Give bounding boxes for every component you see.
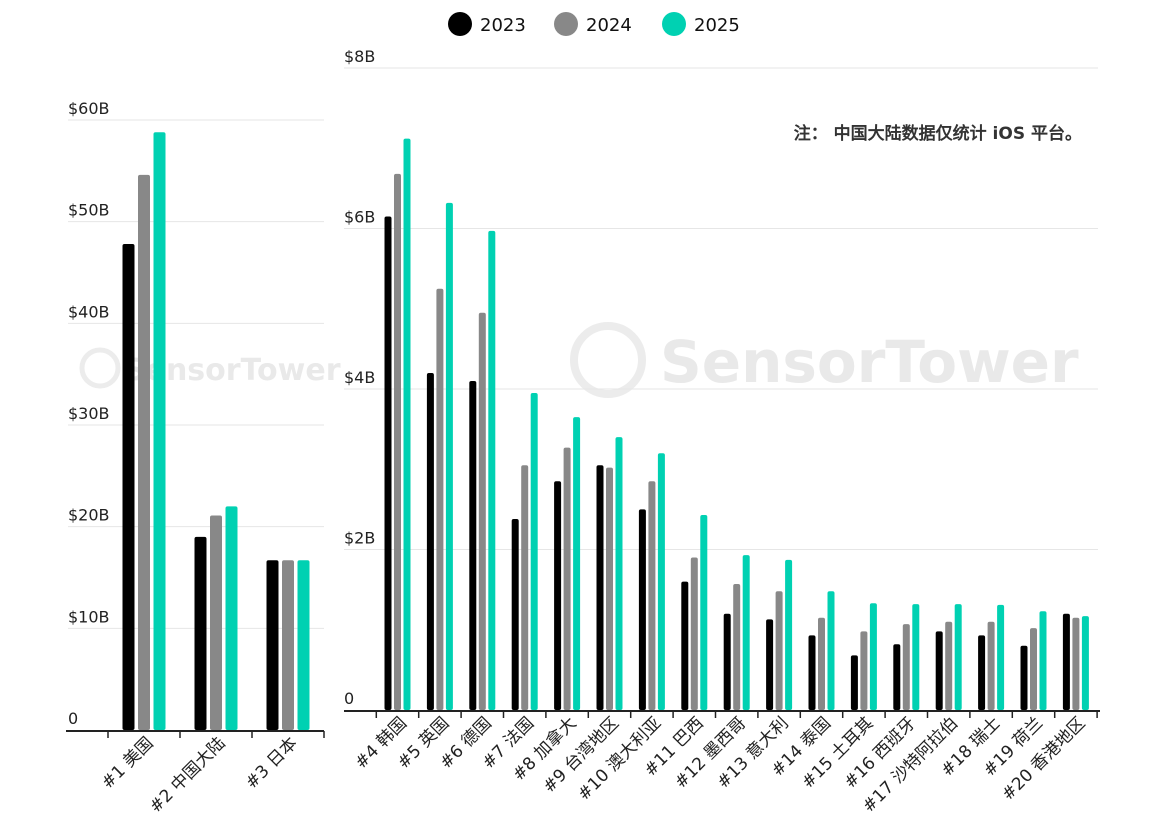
legend-swatch-2025	[662, 12, 686, 36]
bar-2023	[596, 465, 604, 710]
bar-2023	[766, 619, 774, 710]
bar-2024	[563, 447, 571, 710]
y-tick-label: $30B	[68, 404, 110, 423]
legend-label-2025: 2025	[694, 15, 740, 36]
bar-2024	[606, 467, 613, 710]
legend-label-2023: 2023	[480, 15, 526, 36]
bar-2024	[818, 617, 825, 710]
bar-2025	[530, 393, 538, 710]
bar-2025	[785, 559, 793, 710]
bar-2025	[297, 560, 310, 730]
bar-2023	[511, 519, 519, 710]
bar-2023	[426, 372, 434, 710]
bar-2024	[690, 557, 698, 710]
bar-2025	[445, 202, 453, 710]
bar-2023	[194, 536, 207, 730]
bar-2024	[1072, 617, 1080, 710]
bar-2025	[573, 417, 581, 710]
bar-2024	[648, 481, 656, 710]
bar-2023	[1020, 645, 1028, 710]
bar-2024	[521, 465, 529, 710]
y-tick-label: $60B	[68, 99, 110, 118]
chart-panel-right: 0$2B$4B$6B$8B#4 韩国#5 英国#6 德国#7 法国#8 加拿大#…	[344, 47, 1100, 817]
bar-2025	[225, 506, 238, 730]
bar-2023	[266, 560, 279, 730]
bar-2024	[902, 624, 910, 710]
bar-2023	[384, 216, 392, 710]
bar-2023	[978, 635, 986, 710]
bar-2025	[657, 453, 665, 710]
legend: 2023 2024 2025	[448, 12, 740, 36]
legend-swatch-2023	[448, 12, 472, 36]
bar-2025	[997, 604, 1005, 710]
bar-2024	[733, 584, 741, 710]
bar-2024	[478, 312, 486, 710]
bar-2024	[394, 173, 401, 710]
legend-label-2024: 2024	[586, 15, 632, 36]
y-tick-label: 0	[68, 709, 78, 728]
bar-2025	[954, 604, 962, 710]
y-tick-label: $2B	[344, 529, 375, 548]
bar-2023	[893, 644, 901, 710]
watermark-left: SensorTower	[79, 347, 341, 389]
bar-2024	[138, 174, 150, 730]
bar-2023	[638, 509, 646, 710]
bar-2024	[775, 591, 783, 710]
bar-2025	[827, 591, 835, 710]
chart-panel-left: 0 $10B $20B $30B $40B $50B $60B #1 美国#2 中国大陆 #3 …	[66, 99, 325, 817]
y-tick-label: 0	[344, 689, 354, 708]
y-tick-label: $10B	[68, 607, 110, 626]
bar-2025	[488, 230, 496, 710]
x-tick-label: #1 美国	[98, 733, 158, 793]
bar-2023	[1062, 613, 1070, 710]
x-tick-label: #3 日本	[242, 733, 302, 793]
y-tick-label: $50B	[68, 201, 110, 220]
bar-2023	[850, 655, 858, 710]
bar-2024	[1030, 628, 1037, 710]
bar-2025	[615, 437, 623, 710]
bar-2025	[742, 555, 750, 710]
x-tick-label: #2 中国大陆	[146, 733, 230, 817]
bar-2024	[436, 288, 444, 710]
y-tick-label: $8B	[344, 47, 375, 66]
bar-2025	[912, 604, 920, 710]
bar-2025	[403, 138, 411, 710]
bar-2025	[869, 603, 877, 710]
bar-2024	[282, 560, 294, 730]
bar-2023	[935, 631, 943, 710]
y-tick-label: $4B	[344, 368, 375, 387]
bar-2023	[469, 380, 477, 710]
bar-2025	[700, 514, 708, 710]
y-tick-label: $20B	[68, 506, 110, 525]
bar-2024	[860, 631, 868, 710]
watermark-right: SensorTower	[570, 322, 1079, 398]
bar-2024	[210, 515, 222, 730]
chart-note: 注： 中国大陆数据仅统计 iOS 平台。	[794, 123, 1082, 144]
y-tick-label: $40B	[68, 302, 110, 321]
bar-2024	[987, 621, 995, 710]
bar-2024	[945, 621, 953, 710]
bar-2025	[153, 132, 166, 730]
bar-2025	[1039, 611, 1047, 710]
bar-2023	[122, 244, 135, 731]
bar-2023	[723, 613, 731, 710]
bar-2023	[808, 635, 816, 710]
bar-2023	[681, 581, 689, 710]
bar-2023	[554, 481, 562, 710]
watermark-right-text: SensorTower	[660, 328, 1079, 396]
y-tick-label: $6B	[344, 208, 375, 227]
legend-swatch-2024	[554, 12, 578, 36]
bar-2025	[1081, 616, 1089, 710]
